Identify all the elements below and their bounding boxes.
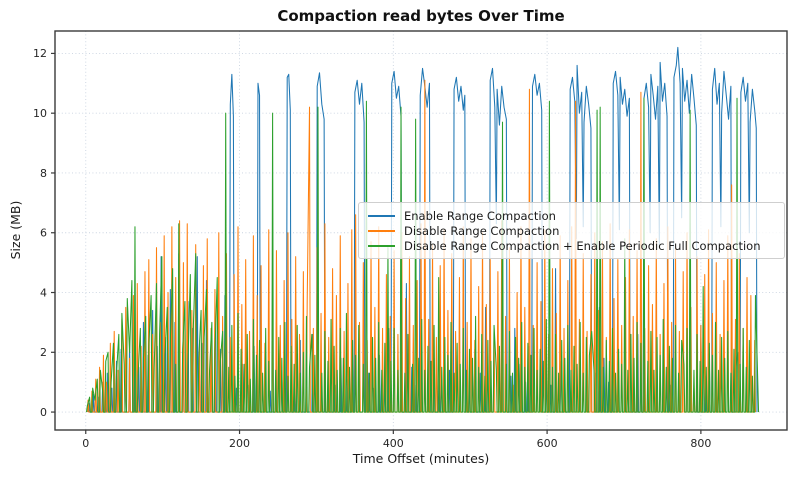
y-axis-label: Size (MB) — [8, 200, 23, 260]
legend-label: Disable Range Compaction — [404, 223, 560, 238]
x-tick-label: 0 — [82, 437, 89, 450]
series-line-2 — [86, 97, 760, 413]
y-tick-label: 12 — [33, 47, 47, 60]
legend-line-swatch-blue — [368, 214, 395, 217]
y-tick-label: 4 — [40, 286, 47, 299]
legend-label: Enable Range Compaction — [404, 208, 556, 223]
chart-title: Compaction read bytes Over Time — [277, 7, 565, 25]
plot-border — [54, 30, 788, 431]
x-axis-label: Time Offset (minutes) — [352, 451, 490, 466]
data-series — [86, 46, 760, 413]
legend-label: Disable Range Compaction + Enable Period… — [404, 238, 761, 253]
legend-line-swatch-green — [368, 244, 395, 247]
x-tick-label: 800 — [690, 437, 711, 450]
x-tick-label: 400 — [383, 437, 404, 450]
legend-line-swatch-orange — [368, 229, 395, 232]
y-tick-label: 8 — [40, 167, 47, 180]
legend-box: Enable Range Compaction Disable Range Co… — [358, 202, 785, 259]
legend-item: Disable Range Compaction — [368, 223, 775, 238]
y-tick-label: 2 — [40, 346, 47, 359]
legend-item: Enable Range Compaction — [368, 208, 775, 223]
x-tick-label: 600 — [537, 437, 558, 450]
legend-item: Disable Range Compaction + Enable Period… — [368, 238, 775, 253]
y-tick-label: 10 — [33, 107, 47, 120]
y-tick-label: 0 — [40, 406, 47, 419]
x-tick-label: 200 — [229, 437, 250, 450]
y-tick-label: 6 — [40, 227, 47, 240]
